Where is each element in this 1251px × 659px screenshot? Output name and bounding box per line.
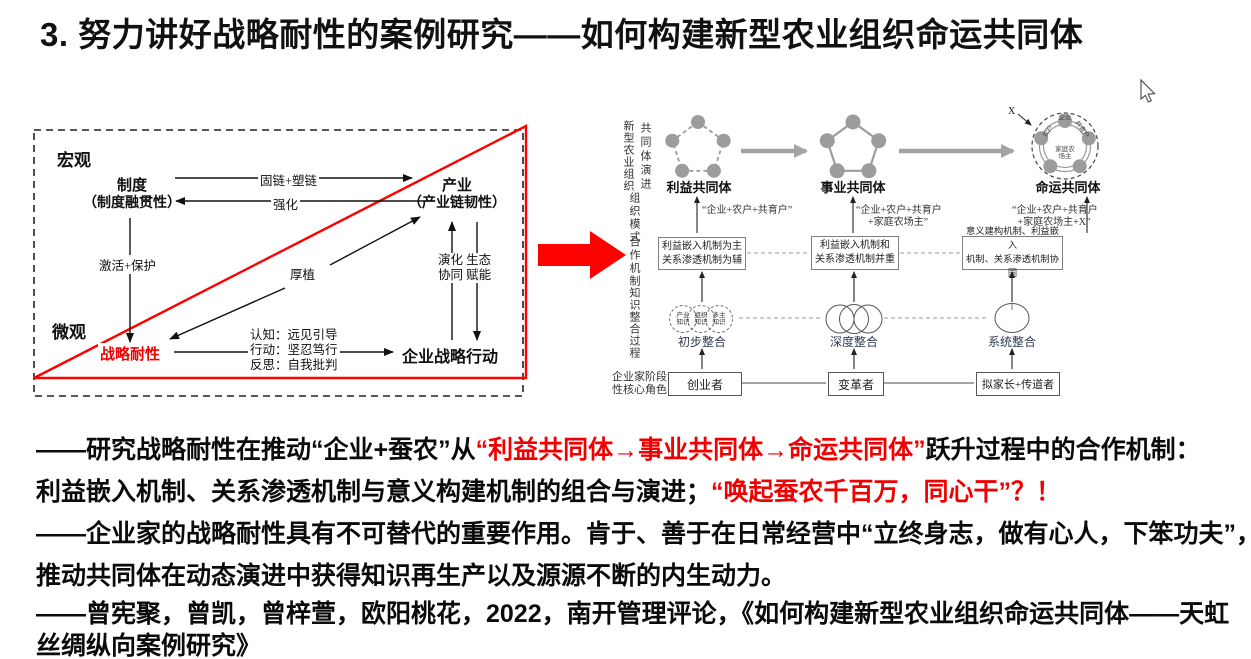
role-box-founder: 创业者 bbox=[668, 372, 742, 396]
deep-integration-label: 深度整合 bbox=[829, 335, 878, 349]
edge-bottom-labels: 认知：远见引导 行动：坚忍笃行 反思：自我批判 bbox=[248, 328, 340, 373]
side-label-entrepreneur-role: 企业家阶段 性核心角色 bbox=[612, 371, 667, 397]
mechanism-box-2: 利益嵌入机制和 关系渗透机制并重 bbox=[811, 236, 899, 270]
side-label-role-line2: 性核心角色 bbox=[612, 384, 667, 396]
note-line-5: ——曾宪聚，曾凯，曾梓萱，欧阳桃花，2022，南开管理评论，《如何构建新型农业组… bbox=[36, 600, 1230, 628]
quote-col2: “企业+农户+共育户 +家庭农场主” bbox=[856, 205, 942, 229]
note-line-4: 推动共同体在动态演进中获得知识再生产以及源源不断的内生动力。 bbox=[36, 562, 787, 590]
kc1-l2: 知识 bbox=[676, 318, 690, 326]
knowledge-circle-multiactor: 多主 知识 bbox=[710, 312, 728, 326]
side-label-role-line1: 企业家阶段 bbox=[612, 371, 667, 383]
edge-cultivate-label: 厚植 bbox=[288, 264, 318, 283]
macro-label: 宏观 bbox=[57, 151, 91, 170]
institution-sub: （制度融贯性） bbox=[83, 196, 181, 211]
industry-node: 产业 （产业链韧性） bbox=[393, 177, 521, 213]
quote-col2-line1: “企业+农户+共育户 bbox=[856, 205, 942, 216]
red-block-arrow bbox=[538, 231, 626, 279]
mouse-cursor bbox=[1140, 78, 1156, 103]
institution-node: 制度 （制度融贯性） bbox=[68, 177, 196, 213]
side-label-org-mode: 组织模式 bbox=[628, 192, 640, 244]
inner-farmer-label: 农户 bbox=[1041, 124, 1056, 139]
edge-activate-label: 激活+保护 bbox=[97, 255, 159, 274]
note-line-2: 利益嵌入机制、关系渗透机制与意义构建机制的组合与演进；“唤起蚕农千百万，同心干”… bbox=[36, 472, 1061, 508]
enterprise-action-node: 企业战略行动 bbox=[402, 349, 499, 366]
quote-col3: “企业+农户+共育户 +家庭农场主+X” bbox=[1012, 205, 1098, 229]
system-integration-label: 系统整合 bbox=[987, 335, 1036, 349]
mechanism-1-line1: 利益嵌入机制为主 bbox=[662, 240, 742, 252]
cause-community-label: 事业共同体 bbox=[820, 180, 886, 195]
quote-col3-line1: “企业+农户+共育户 bbox=[1012, 205, 1098, 216]
mechanism-box-1: 利益嵌入机制为主 关系渗透机制为辅 bbox=[658, 237, 746, 270]
knowledge-circle-organization: 组织 知识 bbox=[692, 312, 710, 326]
action-label: 行动：坚忍笃行 bbox=[250, 343, 338, 357]
cause-community-figure bbox=[819, 114, 887, 179]
inner-family-farm-line2: 场主 bbox=[1058, 153, 1072, 160]
note2-black: 利益嵌入机制、关系渗透机制与意义构建机制的组合与演进； bbox=[36, 478, 712, 506]
quote-col2-line2: +家庭农场主” bbox=[867, 217, 929, 228]
mechanism-1-line2: 关系渗透机制为辅 bbox=[662, 254, 742, 266]
note2-red: “唤起蚕农千百万，同心干”？！ bbox=[711, 478, 1062, 506]
mechanism-box-3: 意义建构机制、利益嵌入 机制、关系渗透机制协同 bbox=[962, 227, 1063, 279]
kc2-l2: 知识 bbox=[694, 318, 708, 326]
edge-chain-label: 固链+塑链 bbox=[258, 170, 320, 189]
reflection-label: 反思：自我批判 bbox=[250, 358, 338, 372]
note-line-1: ——研究战略耐性在推动“企业+蚕农”从“利益共同体→事业共同体→命运共同体”跃升… bbox=[36, 430, 1201, 466]
interest-community-figure bbox=[665, 115, 731, 178]
x-annotation: X bbox=[1008, 106, 1016, 117]
industry-sub: （产业链韧性） bbox=[408, 196, 506, 211]
edge-evolution-ecology: 演化 生态 bbox=[438, 253, 492, 267]
inner-coop-breeder-label: 共育户 bbox=[1073, 119, 1091, 140]
quote-col3-line2: +家庭农场主+X” bbox=[1017, 217, 1091, 228]
institution-title: 制度 bbox=[116, 178, 147, 194]
inner-family-farm-line1: 家庭农 bbox=[1055, 146, 1075, 153]
micro-label: 微观 bbox=[52, 323, 86, 342]
mechanism-3-line1: 意义建构机制、利益嵌入 bbox=[966, 227, 1059, 251]
slide-title: 3. 努力讲好战略耐性的案例研究——如何构建新型农业组织命运共同体 bbox=[40, 16, 1084, 53]
quote-col1: “企业+农户+共育户” bbox=[702, 205, 793, 216]
mechanism-2-line1: 利益嵌入机制和 bbox=[820, 240, 890, 251]
deep-integration-circles bbox=[825, 304, 883, 334]
side-label-new-agri-org: 新型农业组织 bbox=[622, 120, 634, 192]
note-line-6: 丝绸纵向案例研究》 bbox=[36, 632, 262, 659]
strategic-patience-node: 战略耐性 bbox=[98, 343, 163, 364]
edge-right-labels: 演化 生态 协同 赋能 bbox=[436, 253, 494, 283]
note-line-3: ——企业家的战略耐性具有不可替代的重要作用。肯于、善于在日常经营中“立终身志，做… bbox=[36, 520, 1251, 548]
system-integration-blob bbox=[994, 303, 1030, 333]
edge-strengthen-label: 强化 bbox=[271, 194, 301, 213]
knowledge-circle-industry: 产业 知识 bbox=[674, 312, 692, 326]
note1-black2: 跃升过程中的合作机制： bbox=[925, 436, 1201, 464]
mechanism-2-line2: 关系渗透机制并重 bbox=[815, 254, 895, 265]
note1-black: ——研究战略耐性在推动“企业+蚕农”从 bbox=[36, 436, 476, 464]
edge-synergy-enable: 协同 赋能 bbox=[438, 268, 492, 282]
inner-enterprise-label: 企业 bbox=[1058, 114, 1072, 121]
destiny-community-label: 命运共同体 bbox=[1035, 180, 1101, 195]
mechanism-3-line2: 机制、关系渗透机制协同 bbox=[966, 255, 1059, 279]
kc3-l2: 知识 bbox=[712, 318, 726, 326]
side-label-cooperation: 合作机制 bbox=[628, 236, 640, 288]
inner-family-farm-label: 家庭农 场主 bbox=[1051, 146, 1079, 160]
role-box-patriarch-preacher: 拟家长+传道者 bbox=[976, 372, 1060, 396]
side-label-community-evolution: 共同体演进 bbox=[639, 122, 651, 192]
interest-community-label: 利益共同体 bbox=[666, 180, 732, 195]
industry-title: 产业 bbox=[441, 178, 472, 194]
cognition-label: 认知：远见引导 bbox=[250, 328, 338, 342]
initial-integration-label: 初步整合 bbox=[677, 335, 726, 349]
side-label-knowledge: 知识整合过程 bbox=[628, 287, 640, 359]
note1-red: “利益共同体→事业共同体→命运共同体” bbox=[475, 436, 926, 464]
role-box-reformer: 变革者 bbox=[828, 372, 884, 396]
